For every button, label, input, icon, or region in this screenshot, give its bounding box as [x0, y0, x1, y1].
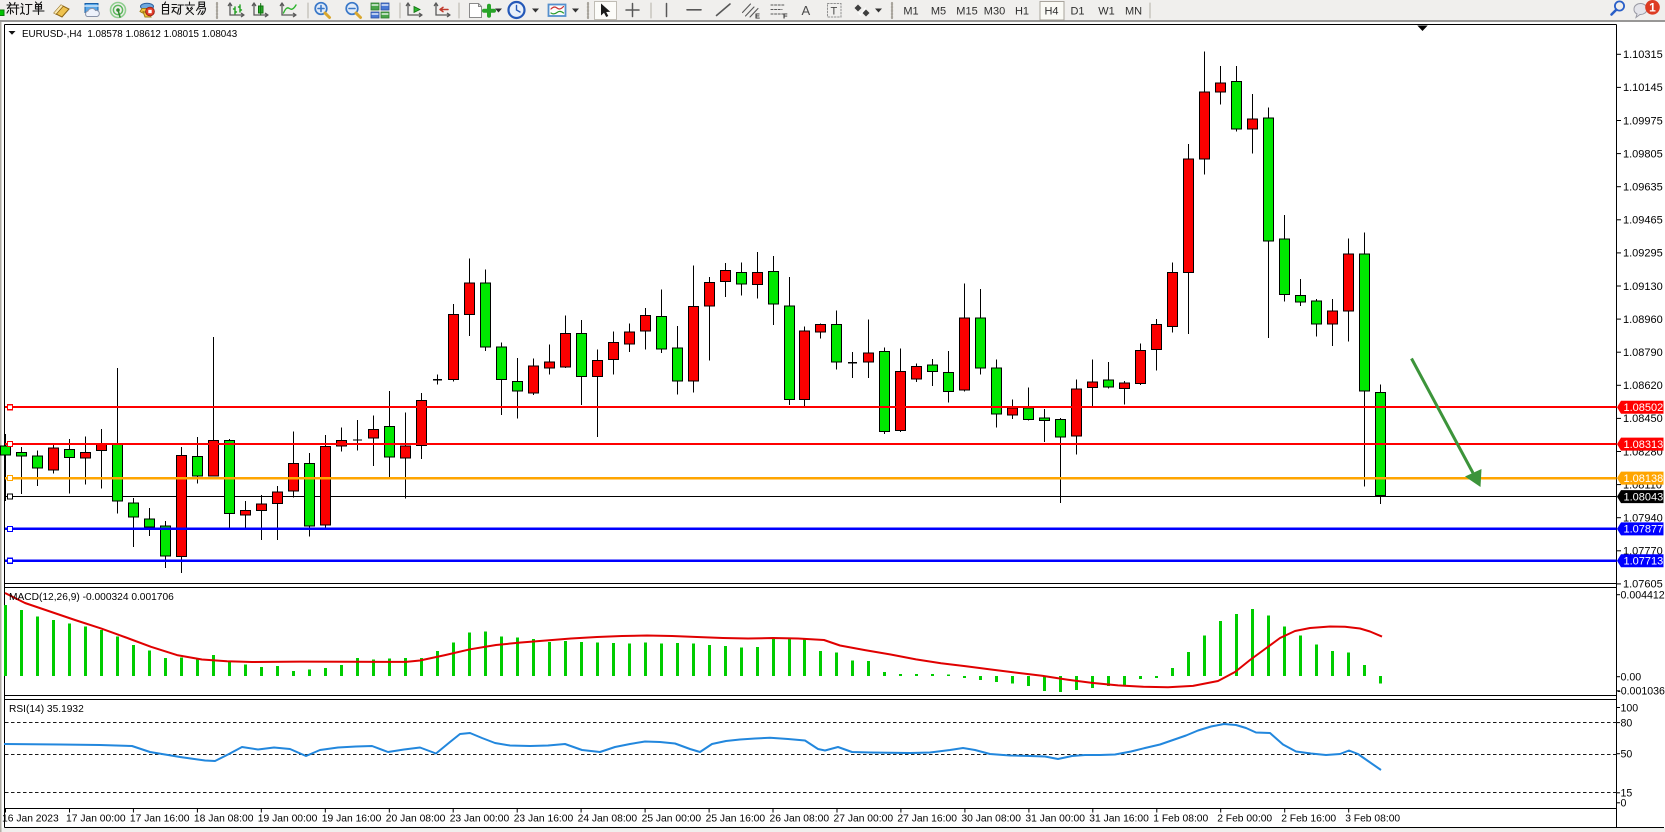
svg-text:17 Jan 16:00: 17 Jan 16:00: [130, 814, 190, 825]
svg-text:1.08620: 1.08620: [1623, 380, 1663, 392]
svg-text:D1: D1: [1070, 6, 1084, 18]
svg-text:1.08790: 1.08790: [1623, 347, 1663, 359]
svg-text:24 Jan 08:00: 24 Jan 08:00: [578, 814, 638, 825]
svg-text:H1: H1: [1015, 6, 1029, 18]
svg-text:27 Jan 16:00: 27 Jan 16:00: [897, 814, 957, 825]
svg-text:A: A: [802, 3, 811, 18]
svg-text:1.10315: 1.10315: [1623, 49, 1663, 61]
svg-text:F: F: [783, 12, 788, 21]
svg-text:1.08138: 1.08138: [1624, 473, 1664, 485]
svg-text:25 Jan 16:00: 25 Jan 16:00: [706, 814, 766, 825]
svg-text:1.07877: 1.07877: [1624, 524, 1664, 536]
svg-text:23 Jan 00:00: 23 Jan 00:00: [450, 814, 510, 825]
svg-text:100: 100: [1621, 702, 1639, 714]
svg-text:19 Jan 00:00: 19 Jan 00:00: [258, 814, 318, 825]
svg-text:T: T: [831, 6, 838, 18]
svg-text:0: 0: [1621, 798, 1627, 810]
svg-text:1.08043: 1.08043: [1624, 491, 1664, 503]
svg-text:MN: MN: [1125, 6, 1142, 18]
svg-text:1.09130: 1.09130: [1623, 281, 1663, 293]
svg-text:25 Jan 00:00: 25 Jan 00:00: [642, 814, 702, 825]
svg-text:1.10145: 1.10145: [1623, 82, 1663, 94]
svg-text:1: 1: [1649, 1, 1656, 15]
svg-text:-0.001036: -0.001036: [1617, 686, 1665, 698]
svg-text:1.07713: 1.07713: [1624, 556, 1664, 568]
svg-text:23 Jan 16:00: 23 Jan 16:00: [514, 814, 574, 825]
svg-text:80: 80: [1621, 717, 1633, 729]
svg-text:20 Jan 08:00: 20 Jan 08:00: [386, 814, 446, 825]
svg-text:M15: M15: [956, 6, 977, 18]
svg-text:26 Jan 08:00: 26 Jan 08:00: [770, 814, 830, 825]
svg-text:2 Feb 00:00: 2 Feb 00:00: [1217, 814, 1272, 825]
svg-text:MACD(12,26,9) -0.000324 0.0017: MACD(12,26,9) -0.000324 0.001706: [9, 592, 174, 603]
svg-text:1 Feb 08:00: 1 Feb 08:00: [1153, 814, 1208, 825]
svg-text:1.08960: 1.08960: [1623, 314, 1663, 326]
svg-text:18 Jan 08:00: 18 Jan 08:00: [194, 814, 254, 825]
svg-text:1.09295: 1.09295: [1623, 248, 1663, 260]
svg-text:2 Feb 16:00: 2 Feb 16:00: [1281, 814, 1336, 825]
svg-text:30 Jan 08:00: 30 Jan 08:00: [961, 814, 1021, 825]
svg-text:16 Jan 2023: 16 Jan 2023: [2, 814, 59, 825]
svg-text:31 Jan 00:00: 31 Jan 00:00: [1025, 814, 1085, 825]
svg-text:1.08313: 1.08313: [1624, 439, 1664, 451]
svg-text:M1: M1: [903, 6, 918, 18]
svg-text:W1: W1: [1098, 6, 1115, 18]
svg-text:27 Jan 00:00: 27 Jan 00:00: [834, 814, 894, 825]
svg-text:H4: H4: [1044, 6, 1058, 18]
svg-text:50: 50: [1621, 749, 1633, 761]
svg-text:1.09635: 1.09635: [1623, 182, 1663, 194]
svg-text:0.004412: 0.004412: [1621, 590, 1665, 602]
svg-text:1.07940: 1.07940: [1623, 513, 1663, 525]
svg-text:1.07605: 1.07605: [1623, 579, 1663, 591]
svg-text:19 Jan 16:00: 19 Jan 16:00: [322, 814, 382, 825]
svg-text:M30: M30: [984, 6, 1005, 18]
svg-text:1.09975: 1.09975: [1623, 115, 1663, 127]
svg-text:31 Jan 16:00: 31 Jan 16:00: [1089, 814, 1149, 825]
svg-text:E: E: [755, 12, 760, 21]
svg-text:0.00: 0.00: [1621, 672, 1642, 684]
svg-text:3 Feb 08:00: 3 Feb 08:00: [1345, 814, 1400, 825]
svg-text:1.09805: 1.09805: [1623, 148, 1663, 160]
svg-text:1.08450: 1.08450: [1623, 413, 1663, 425]
svg-text:RSI(14) 35.1932: RSI(14) 35.1932: [9, 704, 84, 715]
svg-text:1.08502: 1.08502: [1624, 402, 1664, 414]
svg-text:1.09465: 1.09465: [1623, 215, 1663, 227]
svg-text:17 Jan 00:00: 17 Jan 00:00: [66, 814, 126, 825]
svg-text:15: 15: [1621, 788, 1633, 800]
svg-text:M5: M5: [931, 6, 946, 18]
svg-text:EURUSD-,H4 1.08578 1.08612 1.: EURUSD-,H4 1.08578 1.08612 1.08015 1.080…: [22, 29, 238, 40]
